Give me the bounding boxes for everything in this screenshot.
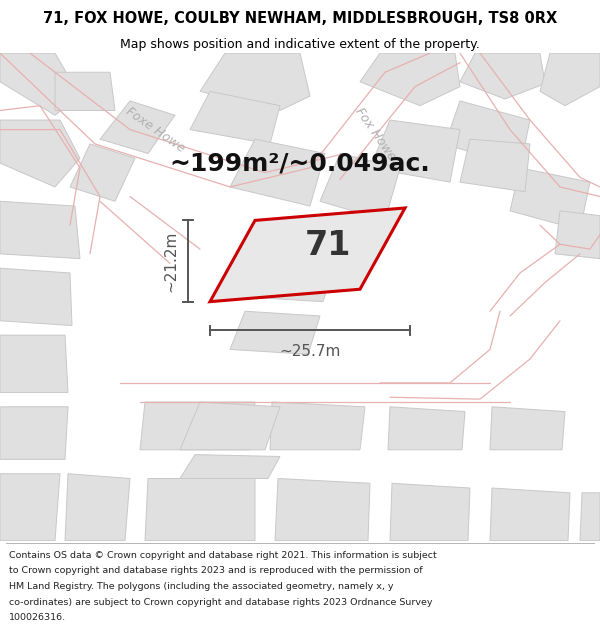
Polygon shape	[65, 474, 130, 541]
Polygon shape	[275, 479, 370, 541]
Polygon shape	[245, 259, 335, 302]
Polygon shape	[540, 53, 600, 106]
Polygon shape	[490, 488, 570, 541]
Polygon shape	[460, 53, 545, 99]
Polygon shape	[210, 208, 405, 302]
Polygon shape	[360, 53, 460, 106]
Polygon shape	[190, 91, 280, 144]
Polygon shape	[0, 201, 80, 259]
Polygon shape	[200, 53, 310, 111]
Text: 100026316.: 100026316.	[9, 613, 66, 622]
Polygon shape	[370, 120, 460, 182]
Text: Map shows position and indicative extent of the property.: Map shows position and indicative extent…	[120, 38, 480, 51]
Polygon shape	[0, 474, 60, 541]
Polygon shape	[510, 168, 590, 230]
Text: Fox Howe: Fox Howe	[352, 106, 398, 163]
Polygon shape	[140, 402, 255, 450]
Text: ~25.7m: ~25.7m	[280, 344, 341, 359]
Text: Foxe Howe: Foxe Howe	[123, 104, 187, 155]
Polygon shape	[55, 72, 115, 111]
Polygon shape	[180, 402, 280, 450]
Text: to Crown copyright and database rights 2023 and is reproduced with the permissio: to Crown copyright and database rights 2…	[9, 566, 422, 576]
Polygon shape	[390, 483, 470, 541]
Polygon shape	[0, 335, 68, 392]
Polygon shape	[490, 407, 565, 450]
Polygon shape	[0, 120, 80, 187]
Polygon shape	[580, 493, 600, 541]
Polygon shape	[320, 154, 400, 221]
Polygon shape	[555, 211, 600, 259]
Polygon shape	[0, 407, 68, 459]
Text: Contains OS data © Crown copyright and database right 2021. This information is : Contains OS data © Crown copyright and d…	[9, 551, 437, 560]
Text: ~199m²/~0.049ac.: ~199m²/~0.049ac.	[170, 151, 430, 175]
Polygon shape	[70, 144, 135, 201]
Text: ~21.2m: ~21.2m	[163, 231, 178, 292]
Polygon shape	[445, 101, 530, 168]
Text: 71: 71	[304, 229, 350, 262]
Polygon shape	[388, 407, 465, 450]
Polygon shape	[145, 479, 255, 541]
Text: HM Land Registry. The polygons (including the associated geometry, namely x, y: HM Land Registry. The polygons (includin…	[9, 582, 394, 591]
Text: 71, FOX HOWE, COULBY NEWHAM, MIDDLESBROUGH, TS8 0RX: 71, FOX HOWE, COULBY NEWHAM, MIDDLESBROU…	[43, 11, 557, 26]
Polygon shape	[0, 268, 72, 326]
Polygon shape	[460, 139, 530, 192]
Polygon shape	[180, 454, 280, 479]
Polygon shape	[230, 311, 320, 354]
Polygon shape	[270, 402, 365, 450]
Polygon shape	[0, 53, 80, 115]
Polygon shape	[100, 101, 175, 154]
Polygon shape	[230, 139, 325, 206]
Text: co-ordinates) are subject to Crown copyright and database rights 2023 Ordnance S: co-ordinates) are subject to Crown copyr…	[9, 598, 433, 607]
